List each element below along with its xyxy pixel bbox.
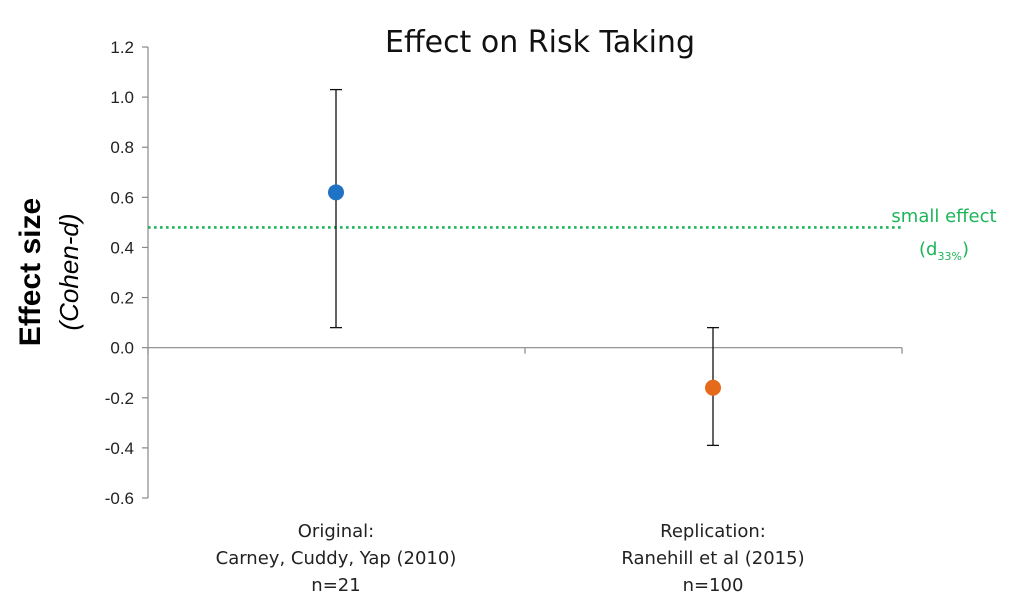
category-label: n=100 [683, 575, 744, 596]
y-tick-label: 0.0 [110, 339, 134, 358]
y-tick-label: 1.2 [110, 38, 134, 57]
y-tick-label: -0.4 [105, 439, 134, 458]
y-tick-label: 0.2 [110, 289, 134, 308]
data-point [328, 184, 344, 201]
y-axis-label: Effect size [14, 198, 47, 346]
category-label: Original: [298, 521, 375, 542]
y-tick-label: 1.0 [110, 88, 134, 107]
category-label: n=21 [311, 575, 360, 596]
y-tick-label: 0.6 [110, 188, 134, 207]
reference-line-sublabel: (d33%) [919, 239, 969, 263]
y-axis-sublabel: (Cohen-d) [54, 213, 84, 330]
reference-line-group: small effect (d33%) [148, 206, 997, 263]
chart-title: Effect on Risk Taking [385, 25, 695, 60]
category-label: Ranehill et al (2015) [621, 548, 804, 569]
reference-line-label: small effect [891, 206, 996, 227]
category-labels: Original: Carney, Cuddy, Yap (2010) n=21 Re… [216, 521, 805, 596]
y-tick-label: -0.6 [105, 489, 134, 508]
data-points [328, 88, 721, 447]
x-axis [147, 347, 903, 354]
y-tick-label: 0.4 [110, 238, 134, 257]
y-axis-subtitle: (Cohen-d) [54, 213, 84, 330]
data-point [705, 379, 721, 396]
y-axis: 1.2 1.0 0.8 0.6 0.4 0.2 0.0 -0.2 -0.4 -0.6 [105, 38, 149, 508]
y-axis-title: Effect size [14, 198, 47, 346]
category-label: Carney, Cuddy, Yap (2010) [216, 548, 457, 569]
y-tick-label: 0.8 [110, 138, 134, 157]
category-label: Replication: [660, 521, 766, 542]
y-tick-label: -0.2 [105, 389, 134, 408]
